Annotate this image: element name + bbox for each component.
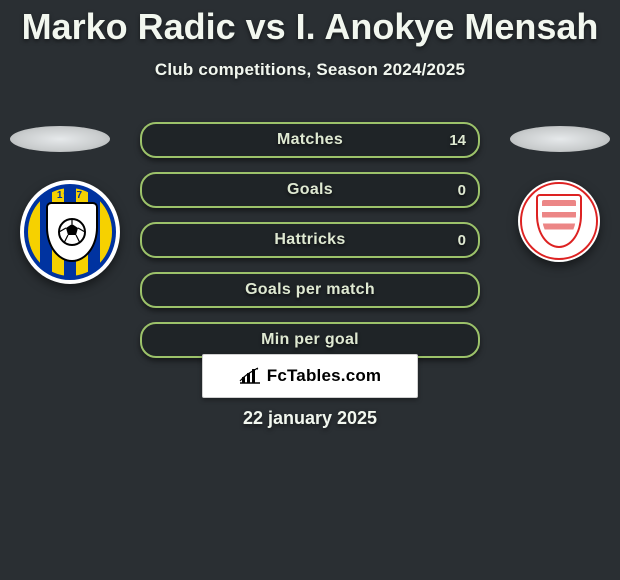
stat-row-min-per-goal: Min per goal [140, 322, 480, 358]
source-badge[interactable]: FcTables.com [202, 354, 418, 398]
crest-left-year: 1907 [20, 190, 120, 201]
snapshot-date: 22 january 2025 [0, 408, 620, 429]
page-title: Marko Radic vs I. Anokye Mensah [0, 0, 620, 48]
badge-text: FcTables.com [267, 366, 382, 386]
stat-row-goals-per-match: Goals per match [140, 272, 480, 308]
comparison-card: Marko Radic vs I. Anokye Mensah Club com… [0, 0, 620, 580]
stat-label: Goals per match [245, 281, 375, 299]
football-icon [56, 216, 88, 248]
stats-table: Matches 14 Goals 0 Hattricks 0 Goals per… [140, 122, 480, 372]
stat-right-value: 0 [458, 174, 466, 206]
stat-row-matches: Matches 14 [140, 122, 480, 158]
stat-label: Matches [277, 131, 343, 149]
stat-right-value: 14 [449, 124, 466, 156]
crest-right-stripes [542, 200, 576, 242]
stat-label: Min per goal [261, 331, 359, 349]
stat-label: Goals [287, 181, 333, 199]
club-crest-right [518, 180, 600, 262]
club-crest-left: 1907 [20, 180, 120, 284]
stat-row-hattricks: Hattricks 0 [140, 222, 480, 258]
stat-right-value: 0 [458, 224, 466, 256]
stat-row-goals: Goals 0 [140, 172, 480, 208]
context-subtitle: Club competitions, Season 2024/2025 [0, 60, 620, 80]
player-silhouette-right [510, 126, 610, 152]
stat-label: Hattricks [274, 231, 345, 249]
bar-chart-icon [239, 367, 261, 385]
player-silhouette-left [10, 126, 110, 152]
